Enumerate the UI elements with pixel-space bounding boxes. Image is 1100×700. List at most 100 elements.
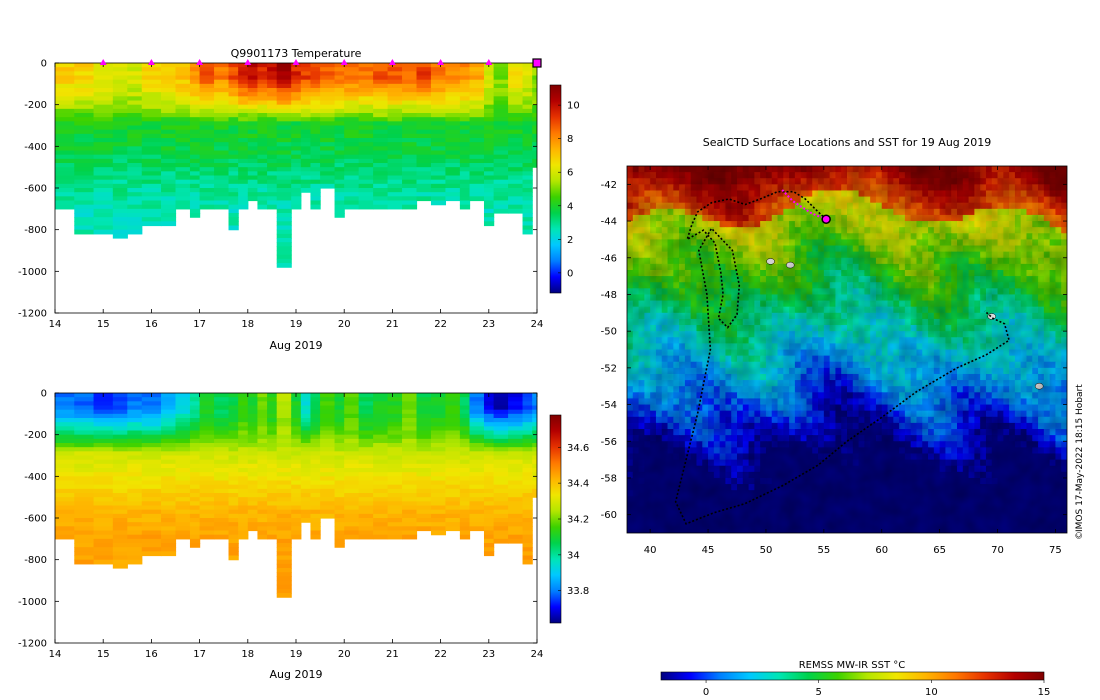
section-cell	[532, 125, 537, 131]
section-cell	[300, 426, 312, 432]
section-cell	[291, 121, 302, 127]
section-cell	[112, 401, 128, 407]
section-cell	[469, 125, 485, 131]
section-cell	[74, 83, 95, 89]
section-cell	[276, 401, 292, 407]
section-cell	[459, 117, 471, 122]
section-cell	[267, 434, 278, 440]
section-cell	[189, 96, 201, 102]
section-cell	[508, 509, 524, 515]
section-cell	[175, 393, 191, 398]
section-cell	[522, 183, 533, 189]
section-cell	[74, 75, 95, 81]
section-cell	[416, 133, 432, 139]
section-cell	[300, 121, 312, 127]
section-cell	[74, 472, 95, 477]
section-cell	[320, 104, 336, 110]
section-cell	[310, 472, 321, 477]
section-cell	[373, 96, 389, 102]
section-cell	[416, 96, 432, 102]
section-cell	[141, 167, 162, 172]
section-cell	[445, 158, 461, 164]
section-cell	[127, 100, 143, 106]
section-cell	[267, 534, 278, 540]
section-cell	[228, 438, 239, 444]
section-cell	[74, 138, 95, 143]
section-cell	[127, 418, 143, 423]
section-cell	[344, 393, 360, 398]
section-cell	[199, 175, 215, 181]
section-cell	[93, 204, 114, 210]
section-cell	[214, 63, 230, 68]
section-cell	[267, 129, 278, 135]
section-cell	[189, 213, 201, 218]
section-cell	[387, 108, 403, 114]
section-cell	[310, 518, 321, 523]
section-cell	[93, 125, 114, 131]
section-cell	[430, 484, 447, 490]
section-cell	[228, 196, 239, 202]
section-cell	[483, 459, 495, 465]
section-cell	[141, 488, 162, 494]
section-cell	[291, 133, 302, 139]
y-tick-label: -1000	[18, 597, 47, 608]
section-cell	[320, 71, 336, 77]
section-cell	[358, 104, 374, 110]
section-cell	[257, 459, 268, 465]
section-cell	[493, 113, 509, 118]
section-cell	[93, 409, 114, 415]
section-cell	[344, 530, 360, 536]
section-cell	[493, 434, 509, 440]
section-cell	[344, 422, 360, 427]
section-cell	[416, 92, 432, 97]
section-cell	[373, 92, 389, 97]
section-cell	[127, 121, 143, 127]
section-cell	[358, 397, 374, 402]
section-cell	[334, 138, 345, 143]
section-cell	[320, 443, 336, 448]
section-cell	[430, 438, 447, 444]
section-cell	[402, 196, 418, 202]
section-cell	[175, 200, 191, 206]
section-cell	[402, 455, 418, 461]
section-cell	[55, 192, 75, 197]
section-cell	[238, 96, 249, 102]
section-cell	[445, 405, 461, 411]
section-cell	[161, 125, 177, 131]
section-cell	[310, 83, 321, 89]
section-cell	[522, 208, 533, 214]
section-cell	[247, 171, 259, 177]
section-cell	[387, 509, 403, 515]
section-cell	[416, 480, 432, 486]
section-cell	[199, 133, 215, 139]
section-cell	[247, 430, 259, 436]
section-cell	[291, 108, 302, 114]
section-cell	[310, 196, 321, 202]
section-cell	[161, 530, 177, 536]
section-cell	[161, 188, 177, 193]
section-cell	[161, 96, 177, 102]
section-cell	[310, 505, 321, 511]
section-cell	[445, 113, 461, 118]
section-cell	[320, 493, 336, 498]
section-cell	[493, 88, 509, 93]
temperature-x-label: Aug 2019	[270, 339, 323, 352]
section-cell	[483, 125, 495, 131]
section-cell	[257, 63, 268, 68]
section-cell	[493, 133, 509, 139]
section-cell	[247, 522, 259, 527]
section-cell	[238, 459, 249, 465]
section-cell	[74, 518, 95, 523]
section-cell	[161, 522, 177, 527]
section-cell	[175, 100, 191, 106]
section-cell	[508, 422, 524, 427]
section-cell	[112, 104, 128, 110]
section-cell	[373, 108, 389, 114]
section-cell	[214, 204, 230, 210]
section-cell	[469, 455, 485, 461]
section-cell	[74, 154, 95, 160]
section-cell	[175, 96, 191, 102]
section-cell	[402, 505, 418, 511]
section-cell	[493, 208, 509, 214]
section-cell	[358, 142, 374, 147]
